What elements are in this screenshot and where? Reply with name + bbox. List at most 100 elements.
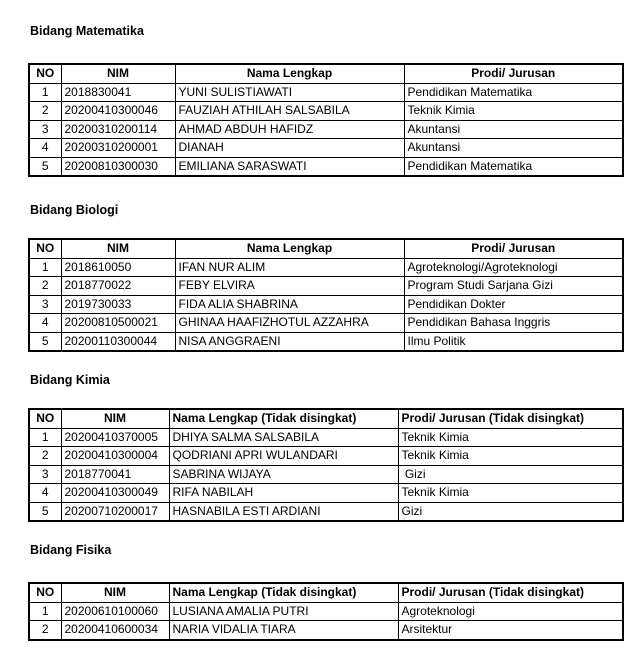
cell-nim: 20200410300046	[60, 101, 176, 121]
student-table: NO NIM Nama Lengkap Prodi/ Jurusan 1 2018830…	[28, 63, 624, 177]
table-row: 2 20200410300046 FAUZIAH ATHILAH SALSABILA…	[28, 101, 624, 121]
table-row: 2 20200410300004 QODRIANI APRI WULANDARI Te…	[28, 446, 624, 466]
cell-nim: 2018610050	[60, 257, 176, 277]
header-nama: Nama Lengkap	[174, 63, 405, 84]
table-header-row: NO NIM Nama Lengkap (Tidak disingkat) Prodi…	[28, 582, 624, 603]
cell-nama: SABRINA WIJAYA	[168, 464, 399, 484]
section-title: Bidang Matematika	[30, 24, 144, 38]
cell-prodi: Agroteknologi	[397, 601, 624, 621]
student-table: NO NIM Nama Lengkap (Tidak disingkat) Prodi…	[28, 582, 624, 641]
cell-prodi: Pendidikan Dokter	[403, 294, 624, 314]
cell-prodi: Program Studi Sarjana Gizi	[403, 276, 624, 296]
student-table: NO NIM Nama Lengkap (Tidak disingkat) Prodi…	[28, 408, 624, 522]
table-row: 1 2018610050 IFAN NUR ALIM Agroteknologi/Ag…	[28, 257, 624, 277]
header-nama: Nama Lengkap	[174, 238, 405, 259]
cell-nama: EMILIANA SARASWATI	[174, 156, 405, 177]
section-title: Bidang Fisika	[30, 543, 112, 557]
cell-no: 1	[28, 82, 62, 102]
section-title: Bidang Biologi	[30, 203, 119, 217]
cell-prodi: Teknik Kimia	[397, 483, 624, 503]
cell-nama: FAUZIAH ATHILAH SALSABILA	[174, 101, 405, 121]
cell-nim: 20200310200001	[60, 138, 176, 158]
cell-nama: YUNI SULISTIAWATI	[174, 82, 405, 102]
cell-nama: DIANAH	[174, 138, 405, 158]
cell-nim: 20200410600034	[60, 620, 170, 640]
table-row: 3 2018770041 SABRINA WIJAYA Gizi	[28, 464, 624, 484]
cell-nama: IFAN NUR ALIM	[174, 257, 405, 277]
cell-nama: LUSIANA AMALIA PUTRI	[168, 601, 399, 621]
cell-nama: HASNABILA ESTI ARDIANI	[168, 501, 399, 522]
table-row: 3 2019730033 FIDA ALIA SHABRINA Pendidikan …	[28, 294, 624, 314]
bidang-section: Bidang Matematika NO NIM Nama Lengkap Prodi…	[28, 24, 624, 177]
cell-no: 1	[28, 427, 62, 447]
header-prodi: Prodi/ Jurusan (Tidak disingkat)	[397, 408, 624, 429]
cell-no: 2	[28, 276, 62, 296]
cell-nama: QODRIANI APRI WULANDARI	[168, 446, 399, 466]
cell-prodi: Arsitektur	[397, 620, 624, 640]
table-row: 1 20200610100060 LUSIANA AMALIA PUTRI Agrot…	[28, 601, 624, 621]
table-header-row: NO NIM Nama Lengkap Prodi/ Jurusan	[28, 63, 624, 84]
table-row: 1 20200410370005 DHIYA SALMA SALSABILA Tekn…	[28, 427, 624, 447]
cell-nim: 20200810300030	[60, 156, 176, 177]
cell-prodi: Pendidikan Bahasa Inggris	[403, 313, 624, 333]
bidang-section: Bidang Kimia NO NIM Nama Lengkap (Tidak di…	[28, 373, 624, 522]
header-no: NO	[28, 582, 62, 603]
table-row: 3 20200310200114 AHMAD ABDUH HAFIDZ Akuntan…	[28, 119, 624, 139]
cell-no: 4	[28, 313, 62, 333]
cell-nama: NARIA VIDALIA TIARA	[168, 620, 399, 640]
table-row: 5 20200710200017 HASNABILA ESTI ARDIANI Giz…	[28, 501, 624, 522]
header-prodi: Prodi/ Jurusan	[403, 238, 624, 259]
cell-no: 1	[28, 257, 62, 277]
cell-nim: 20200410300049	[60, 483, 170, 503]
header-nama: Nama Lengkap (Tidak disingkat)	[168, 408, 399, 429]
cell-nama: GHINAA HAAFIZHOTUL AZZAHRA	[174, 313, 405, 333]
header-nim: NIM	[60, 582, 170, 603]
header-prodi: Prodi/ Jurusan (Tidak disingkat)	[397, 582, 624, 603]
cell-no: 3	[28, 464, 62, 484]
cell-prodi: Gizi	[397, 501, 624, 522]
bidang-section: Bidang Biologi NO NIM Nama Lengkap Prodi/ J…	[28, 203, 624, 352]
header-no: NO	[28, 408, 62, 429]
student-table: NO NIM Nama Lengkap Prodi/ Jurusan 1 2018610…	[28, 238, 624, 352]
section-title: Bidang Kimia	[30, 373, 110, 387]
header-no: NO	[28, 238, 62, 259]
table-row: 2 20200410600034 NARIA VIDALIA TIARA Arsite…	[28, 620, 624, 640]
header-no: NO	[28, 63, 62, 84]
table-row: 4 20200810500021 GHINAA HAAFIZHOTUL AZZAHR…	[28, 313, 624, 333]
bidang-section: Bidang Fisika NO NIM Nama Lengkap (Tidak d…	[28, 543, 624, 641]
cell-no: 2	[28, 620, 62, 640]
cell-no: 5	[28, 331, 62, 352]
cell-nim: 2018770041	[60, 464, 170, 484]
cell-nim: 20200410300004	[60, 446, 170, 466]
cell-nama: FIDA ALIA SHABRINA	[174, 294, 405, 314]
cell-nim: 20200110300044	[60, 331, 176, 352]
cell-nim: 2018830041	[60, 82, 176, 102]
table-row: 4 20200310200001 DIANAH Akuntansi	[28, 138, 624, 158]
table-header-row: NO NIM Nama Lengkap (Tidak disingkat) Prodi…	[28, 408, 624, 429]
cell-prodi: Teknik Kimia	[397, 427, 624, 447]
table-row: 2 2018770022 FEBY ELVIRA Program Studi Sarj…	[28, 276, 624, 296]
cell-no: 2	[28, 446, 62, 466]
cell-prodi: Ilmu Politik	[403, 331, 624, 352]
cell-prodi: Teknik Kimia	[397, 446, 624, 466]
cell-nama: DHIYA SALMA SALSABILA	[168, 427, 399, 447]
cell-nama: AHMAD ABDUH HAFIDZ	[174, 119, 405, 139]
cell-prodi: Teknik Kimia	[403, 101, 624, 121]
cell-nim: 20200710200017	[60, 501, 170, 522]
header-nim: NIM	[60, 63, 176, 84]
header-nim: NIM	[60, 408, 170, 429]
cell-no: 5	[28, 156, 62, 177]
cell-nama: NISA ANGGRAENI	[174, 331, 405, 352]
cell-prodi: Akuntansi	[403, 119, 624, 139]
cell-prodi: Akuntansi	[403, 138, 624, 158]
cell-nim: 2018770022	[60, 276, 176, 296]
cell-no: 1	[28, 601, 62, 621]
cell-no: 3	[28, 119, 62, 139]
cell-no: 3	[28, 294, 62, 314]
cell-nim: 2019730033	[60, 294, 176, 314]
header-nama: Nama Lengkap (Tidak disingkat)	[168, 582, 399, 603]
cell-prodi: Pendidikan Matematika	[403, 82, 624, 102]
cell-prodi: Gizi	[397, 464, 624, 484]
cell-prodi: Pendidikan Matematika	[403, 156, 624, 177]
table-row: 5 20200810300030 EMILIANA SARASWATI Pendidi…	[28, 156, 624, 177]
